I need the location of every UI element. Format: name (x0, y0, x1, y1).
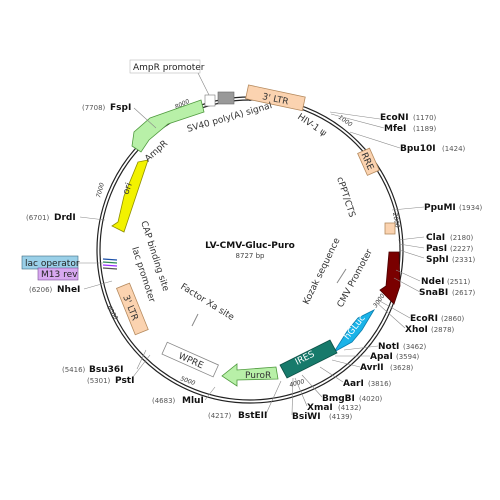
feature-factorxa-label: Factor Xa site (178, 282, 236, 323)
site-bpu10i[interactable]: Bpu10I (400, 144, 436, 154)
site-drdi-pos: (6701) (26, 214, 50, 222)
site-bmgbi[interactable]: BmgBI (322, 394, 355, 404)
feature-ori-label: ori (121, 182, 134, 196)
factorxa-marker (191, 313, 199, 327)
site-nhei-pos: (6206) (29, 286, 53, 294)
m13rev-box[interactable] (37, 267, 79, 281)
tick-5000: 5000 (179, 375, 196, 387)
site-mlui-pos: (4683) (152, 397, 176, 405)
feature-ampr[interactable] (131, 99, 205, 153)
feature-sv40-box[interactable] (217, 91, 235, 105)
site-nhei[interactable]: NheI (57, 285, 80, 295)
site-leaders (79, 107, 425, 416)
feature-puror[interactable] (221, 363, 279, 387)
lac-stripes (102, 258, 118, 270)
tick-6000: 6000 (105, 305, 119, 322)
tick-7000: 7000 (95, 182, 106, 199)
site-avrii[interactable]: AvrII (360, 363, 384, 373)
feature-puror-label: PuroR (245, 371, 271, 381)
site-bsteii-pos: (4217) (208, 412, 232, 420)
feature-ires[interactable] (279, 339, 338, 379)
site-xhoi[interactable]: XhoI (405, 325, 428, 335)
site-bsiwi[interactable]: BsiWI (292, 412, 321, 422)
site-ecori-pos: (2860) (441, 315, 465, 323)
site-noti[interactable]: NotI (378, 342, 399, 352)
site-bsu36i[interactable]: Bsu36I (89, 365, 124, 375)
site-drdi[interactable]: DrdI (54, 213, 76, 223)
site-clai-pos: (2180) (450, 234, 474, 242)
site-mlui[interactable]: MluI (182, 396, 204, 406)
site-econi-pos: (1170) (413, 114, 437, 122)
site-ppumi[interactable]: PpuMI (424, 203, 456, 213)
site-fspi-pos: (7708) (82, 104, 106, 112)
feature-3ltr-top[interactable]: 3' LTR (245, 84, 306, 112)
site-pasi-pos: (2227) (450, 245, 474, 253)
site-aari[interactable]: AarI (343, 379, 364, 389)
site-bmgbi-pos: (4020) (359, 395, 383, 403)
ampr-promoter-label: AmpR promoter (133, 63, 205, 73)
site-ppumi-pos: (1934) (459, 204, 483, 212)
site-mfei[interactable]: MfeI (384, 124, 406, 134)
feature-cmv-promoter[interactable] (379, 251, 401, 305)
site-clai[interactable]: ClaI (426, 233, 445, 243)
site-bpu10i-pos: (1424) (442, 145, 466, 153)
site-bsu36i-pos: (5416) (62, 366, 86, 374)
feature-cmv-label: CMV Promoter (336, 248, 375, 310)
feature-wpre[interactable]: WPRE (161, 341, 219, 378)
site-aari-pos: (3816) (368, 380, 392, 388)
site-xhoi-pos: (2878) (431, 326, 455, 334)
kozak-marker (336, 268, 347, 284)
ampr-promoter-leader (197, 72, 210, 96)
m13rev-label: M13 rev (41, 270, 78, 280)
site-bsteii[interactable]: BstEII (238, 411, 267, 421)
ampr-promoter-callout (129, 59, 201, 74)
site-mfei-pos: (1189) (413, 125, 437, 133)
site-sphi[interactable]: SphI (426, 255, 449, 265)
feature-kozak-label: Kozak sequence (302, 236, 343, 306)
site-bsiwi-pos: (4139) (329, 413, 353, 421)
feature-cppt-label: cPPT/CTS (334, 176, 357, 219)
site-psti[interactable]: PstI (115, 376, 134, 386)
site-sphi-pos: (2331) (452, 256, 476, 264)
site-apai-pos: (3594) (396, 353, 420, 361)
tick-2000: 2000 (391, 212, 401, 228)
site-ecori[interactable]: EcoRI (410, 314, 438, 324)
site-psti-pos: (5301) (87, 377, 111, 385)
site-snabi[interactable]: SnaBI (419, 288, 448, 298)
site-pasi[interactable]: PasI (426, 244, 447, 254)
site-ndei-pos: (2511) (447, 278, 471, 286)
site-ndei[interactable]: NdeI (421, 277, 444, 287)
site-econi[interactable]: EcoNI (380, 113, 409, 123)
site-fspi[interactable]: FspI (110, 103, 131, 113)
site-avrii-pos: (3628) (390, 364, 414, 372)
site-noti-pos: (3462) (403, 343, 427, 351)
feature-ori[interactable] (111, 159, 149, 233)
lac-operator-label: lac operator (25, 259, 80, 269)
site-apai[interactable]: ApaI (370, 352, 393, 362)
site-xmai-pos: (4132) (338, 404, 362, 412)
feature-ampr-promoter-box[interactable] (204, 94, 216, 107)
plasmid-name: LV-CMV-Gluc-Puro (205, 241, 295, 251)
feature-cppt[interactable] (384, 222, 396, 235)
site-xmai[interactable]: XmaI (307, 403, 333, 413)
feature-rre[interactable]: RRE (357, 147, 380, 176)
plasmid-size: 8727 bp (236, 252, 265, 260)
site-snabi-pos: (2617) (452, 289, 476, 297)
